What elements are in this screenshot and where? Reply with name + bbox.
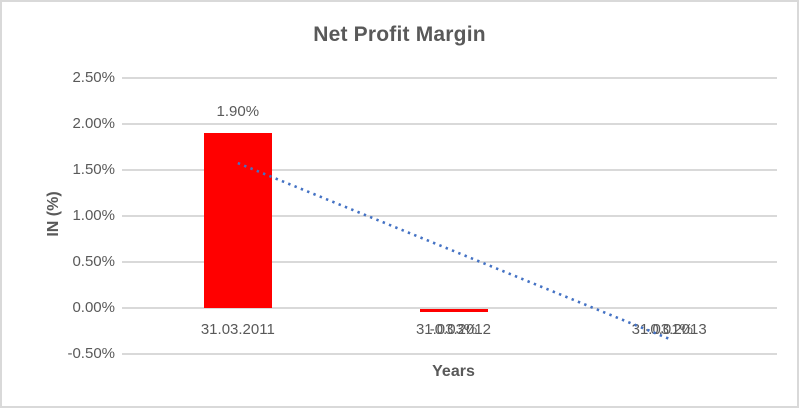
y-axis-tick-label: 1.00% [72, 207, 115, 224]
dotted-trendline [237, 161, 670, 341]
data-label: -0.03% [429, 321, 478, 338]
chart-title: Net Profit Margin [313, 23, 486, 46]
y-axis-tick-label: 0.50% [72, 253, 115, 270]
data-label: 1.90% [216, 103, 260, 121]
gridline [122, 123, 777, 125]
x-axis-tick-label: 31.03.2011 [200, 321, 275, 338]
bar-31.03.2012 [419, 309, 488, 312]
bar-31.03.2011 [203, 133, 272, 309]
y-axis-tick-label: 1.50% [72, 161, 115, 178]
data-label: -0.01% [645, 321, 693, 338]
x-axis-title: Years [432, 363, 475, 380]
y-axis-tick-label: -0.50% [67, 345, 115, 362]
y-axis-tick-label: 0.00% [72, 299, 115, 316]
gridline [122, 77, 777, 79]
y-axis-tick-label: 2.00% [72, 115, 115, 132]
gridline [122, 353, 777, 355]
y-axis-tick-label: 2.50% [72, 69, 115, 86]
